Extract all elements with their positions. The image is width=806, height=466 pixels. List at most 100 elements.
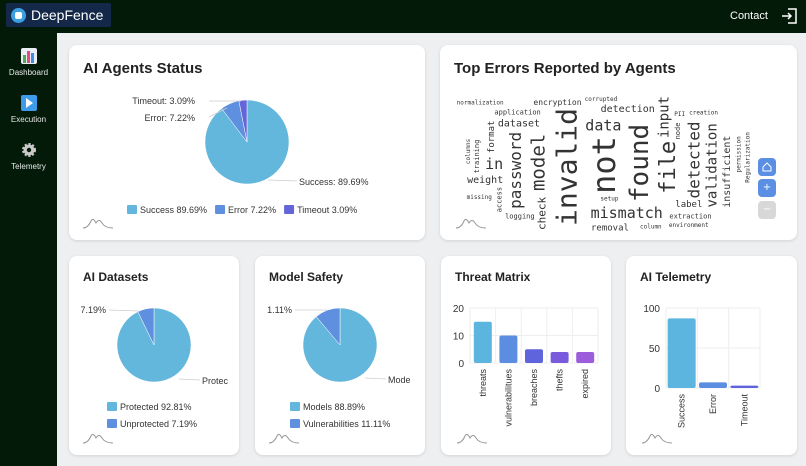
sidebar: Dashboard Execution Telemetry: [0, 33, 57, 466]
word-permission: permission: [736, 136, 743, 173]
pie-slice-success: [204, 99, 290, 185]
word-found: found: [625, 124, 655, 202]
card-title: Threat Matrix: [455, 270, 531, 284]
card-title: AI Telemetry: [640, 270, 712, 284]
legend-swatch-success: [127, 205, 137, 214]
word-not: not: [585, 136, 623, 194]
bar-success: [667, 318, 696, 388]
card-top-errors: Top Errors Reported by Agents + − not inv…: [440, 45, 797, 240]
pie-slice-unprotected: [137, 307, 155, 346]
card-ai-datasets: AI Datasets Protec 7.19% Protected 92.81% U…: [69, 256, 239, 455]
x-tick-label: Error: [708, 394, 718, 414]
bar-error: [699, 382, 727, 388]
contact-link[interactable]: Contact: [730, 10, 768, 22]
legend-item: Timeout 3.09%: [297, 205, 357, 215]
play-icon: [20, 95, 37, 111]
x-tick-label: Timeout: [739, 394, 749, 427]
bar-chart-icon: [20, 48, 37, 64]
brand-logo-icon: [82, 433, 114, 444]
bar-timeout: [730, 385, 759, 388]
word-normalization: normalization: [457, 100, 504, 107]
word-data: data: [585, 116, 621, 134]
slice-label: 1.11%: [267, 305, 292, 315]
bar-expired: [576, 352, 595, 363]
y-tick-label: 0: [458, 359, 464, 370]
legend-item: Protected 92.81%: [120, 402, 192, 412]
card-title: Model Safety: [269, 270, 344, 284]
word-creation: creation: [689, 109, 718, 116]
x-tick-label: threats: [478, 369, 488, 397]
slice-label-line: [178, 378, 201, 381]
word-logging: logging: [505, 212, 535, 220]
gear-icon: [21, 143, 36, 157]
chart-svg: 0 50 100 Success Error Timeout: [641, 304, 761, 444]
top-header: DeepFence Contact: [0, 0, 806, 33]
word-application: application: [494, 108, 540, 116]
brand-logo-icon: [641, 433, 673, 444]
slice-label-line: [364, 377, 387, 380]
word-columns: columns: [465, 138, 472, 164]
logout-icon[interactable]: [781, 8, 798, 24]
word-regularization: Regularization: [744, 132, 751, 183]
word-input: input: [656, 96, 672, 138]
word-missing: missing: [467, 194, 493, 201]
slice-label: Protec: [202, 376, 229, 386]
word-encryption: encryption: [533, 98, 581, 107]
legend-swatch-protected: [107, 402, 117, 411]
card-title: Top Errors Reported by Agents: [454, 60, 676, 77]
x-tick-label: Success: [677, 394, 687, 429]
word-setup: setup: [600, 195, 618, 202]
word-removal: removal: [591, 224, 629, 234]
bar-breaches: [525, 349, 543, 363]
y-tick-label: 20: [453, 304, 465, 315]
zoom-home-button[interactable]: [758, 158, 776, 176]
slice-label: Timeout: 3.09%: [132, 96, 195, 106]
x-tick-label: expired: [580, 369, 590, 399]
card-model-safety: Model Safety Mode 1.11% Models 88.89% Vulne…: [255, 256, 425, 455]
chart-svg: Success: 89.69% Error: 7.22% Timeout: 3.09…: [82, 96, 369, 229]
brand-logo-icon: [455, 218, 487, 229]
sidebar-item-label: Telemetry: [11, 162, 46, 171]
zoom-out-button[interactable]: −: [758, 201, 776, 219]
x-tick-label: vulnerabilitues: [503, 369, 513, 427]
slice-label-line: [208, 107, 228, 118]
sidebar-item-execution[interactable]: Execution: [0, 95, 57, 124]
sidebar-item-label: Dashboard: [8, 68, 49, 77]
y-tick-label: 0: [654, 384, 660, 395]
word-check: check: [536, 197, 549, 230]
bar-thefts: [550, 352, 569, 363]
word-access: access: [496, 187, 504, 212]
word-training: training: [473, 140, 481, 174]
brand-logo[interactable]: DeepFence: [6, 3, 111, 27]
word-validation: validation: [705, 123, 721, 207]
slice-label: Mode: [388, 375, 411, 385]
x-tick-label: breaches: [529, 369, 539, 407]
word-corrupted: corrupted: [585, 96, 618, 103]
x-tick-label: thefts: [555, 369, 565, 392]
legend-item: Vulnerabilities 11.11%: [303, 419, 390, 429]
slice-label: Error: 7.22%: [144, 113, 195, 123]
bar-vulnerabilitues: [499, 335, 518, 363]
logo-mark-icon: [11, 7, 26, 23]
slice-label: 7.19%: [80, 305, 106, 315]
slice-label: Success: 89.69%: [299, 177, 369, 187]
sidebar-item-telemetry[interactable]: Telemetry: [0, 142, 57, 171]
chart-svg: 0 10 20 threats vulnerabilitues breaches theft…: [453, 304, 599, 444]
y-tick-label: 10: [453, 332, 465, 343]
legend-item: Models 88.89%: [303, 402, 365, 412]
word-node: node: [674, 123, 682, 140]
chart-svg: Mode 1.11% Models 88.89% Vulnerabilities 11…: [267, 305, 411, 444]
word-password: password: [506, 132, 525, 209]
legend-item: Error 7.22%: [228, 205, 276, 215]
word-pii: PII: [674, 111, 685, 118]
brand-logo-icon: [456, 433, 488, 444]
word-invalid: invalid: [550, 108, 583, 226]
card-threat-matrix: Threat Matrix 0 10 20 threats vulnerabilitue…: [441, 256, 611, 455]
word-detection: detection: [601, 104, 655, 115]
word-column: column: [640, 223, 662, 230]
card-title: AI Datasets: [83, 270, 149, 284]
card-ai-telemetry: AI Telemetry 0 50 100 Success Error Timeout: [626, 256, 797, 455]
sidebar-item-dashboard[interactable]: Dashboard: [0, 48, 57, 77]
zoom-in-button[interactable]: +: [758, 179, 776, 197]
